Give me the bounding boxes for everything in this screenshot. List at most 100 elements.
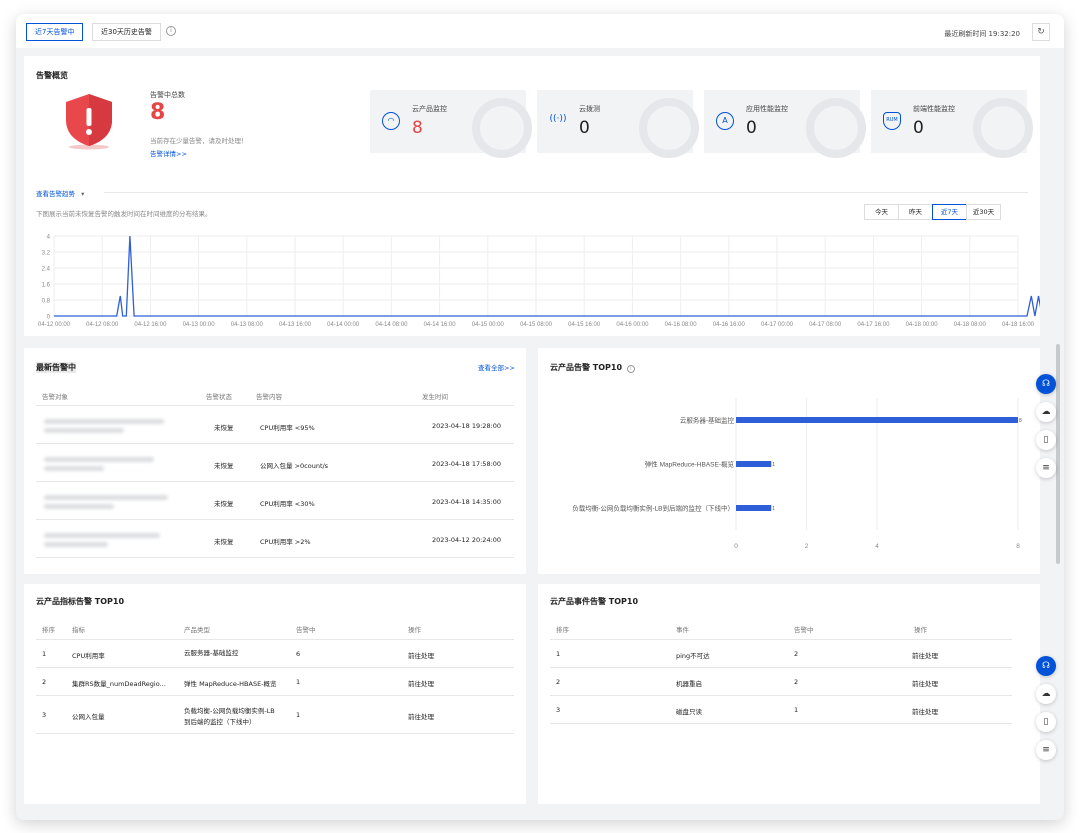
signal-icon: ((·)) [549, 114, 567, 124]
divider [550, 639, 1012, 640]
tab-30days[interactable]: 近30天历史告警 [92, 23, 161, 41]
customer-service-icon[interactable]: ☊ [1036, 656, 1056, 676]
app-window: 近7天告警中 近30天历史告警 i 最近刷新时间 19:32:20 ↻ 告警概览… [16, 14, 1064, 820]
x-tick-label: 0 [734, 543, 738, 550]
top-bar: 近7天告警中 近30天历史告警 i 最近刷新时间 19:32:20 ↻ [16, 14, 1064, 48]
card-value: 0 [746, 118, 757, 138]
y-tick-label: 0.8 [42, 299, 51, 305]
apm-icon: A [716, 112, 734, 130]
tab-7days[interactable]: 近7天告警中 [26, 23, 84, 41]
card-bg-decoration [973, 98, 1033, 158]
range-7days[interactable]: 近7天 [932, 204, 967, 220]
bar[interactable] [736, 461, 772, 467]
product-type: 云服务器-基础监控 [184, 649, 239, 657]
col-header-rank: 排序 [42, 626, 55, 634]
table-row[interactable]: 未恢复 CPU利用率 <30% 2023-04-18 14:35:00 [36, 482, 514, 520]
col-header-status: 告警状态 [206, 393, 232, 401]
x-tick-label: 04-15 16:00 [568, 322, 601, 328]
col-header-action: 操作 [914, 626, 927, 634]
summary-card-apm[interactable]: A 应用性能监控 0 [704, 90, 866, 158]
y-tick-label: 2.4 [42, 267, 51, 273]
x-tick-label: 04-12 00:00 [38, 322, 71, 328]
alarm-time: 2023-04-12 20:24:00 [432, 536, 502, 544]
book-icon[interactable]: ▯ [1036, 712, 1056, 732]
table-row[interactable]: 未恢复 CPU利用率 >2% 2023-04-12 20:24:00 [36, 520, 514, 558]
view-all-link[interactable]: 查看全部>> [478, 364, 515, 372]
rank: 1 [556, 650, 561, 658]
alarm-time: 2023-04-18 19:28:00 [432, 422, 502, 430]
card-value: 0 [913, 118, 924, 138]
go-handle-link[interactable]: 前往处理 [408, 652, 434, 660]
table-row[interactable]: 未恢复 公网入包量 >0count/s 2023-04-18 17:58:00 [36, 444, 514, 482]
bar-category-label: 云服务器-基础监控 [680, 416, 735, 425]
go-handle-link[interactable]: 前往处理 [408, 713, 434, 721]
summary-card-dial-test[interactable]: ((·)) 云拨测 0 [537, 90, 699, 158]
bar[interactable] [736, 505, 772, 511]
alarm-count: 1 [794, 706, 799, 714]
event-name: ping不可达 [676, 652, 710, 660]
latest-alarms-title: 最新告警中 [36, 362, 76, 373]
table-row: 1 ping不可达 2 前往处理 [550, 640, 1012, 668]
product-top10-title-text: 云产品告警 TOP10 [550, 363, 623, 372]
overview-panel: 告警概览 告警中总数 8 当前存在少量告警，请及时处理！ 告警详情>> ◠ 云产… [24, 56, 1040, 336]
x-tick-label: 04-17 08:00 [809, 322, 842, 328]
x-tick-label: 04-17 00:00 [761, 322, 794, 328]
range-yesterday[interactable]: 昨天 [898, 204, 933, 220]
cloud-icon[interactable]: ☁ [1036, 684, 1056, 704]
summary-card-cloud-monitor[interactable]: ◠ 云产品监控 8 [370, 90, 532, 158]
bar-category-label: 弹性 MapReduce-HBASE-概览 [645, 460, 735, 469]
refresh-time: 最近刷新时间 19:32:20 [944, 30, 1020, 38]
col-header-count: 告警中 [794, 626, 814, 634]
x-tick-label: 04-15 00:00 [472, 322, 505, 328]
info-icon[interactable]: i [166, 26, 176, 36]
rank: 2 [42, 678, 47, 686]
list-icon[interactable]: ≡ [1036, 458, 1056, 478]
bar[interactable] [736, 417, 1018, 423]
alarm-status: 未恢复 [214, 500, 234, 508]
blurred-target [44, 495, 168, 500]
alarm-status: 未恢复 [214, 462, 234, 470]
table-row: 2 集群RS数量_numDeadRegio... 弹性 MapReduce-HB… [36, 668, 514, 696]
refresh-button[interactable]: ↻ [1032, 23, 1050, 41]
divider [36, 405, 514, 406]
info-icon[interactable]: i [626, 365, 635, 373]
cloud-icon[interactable]: ☁ [1036, 402, 1056, 422]
rank: 3 [42, 711, 47, 719]
blurred-target [44, 466, 104, 471]
go-handle-link[interactable]: 前往处理 [408, 680, 434, 688]
list-icon[interactable]: ≡ [1036, 740, 1056, 760]
alarm-count: 1 [296, 678, 301, 686]
bar-category-label: 负载均衡-公网负载均衡实例-LB到后端的监控（下线中） [572, 504, 734, 513]
customer-service-icon[interactable]: ☊ [1036, 374, 1056, 394]
go-handle-link[interactable]: 前往处理 [912, 652, 938, 660]
book-icon[interactable]: ▯ [1036, 430, 1056, 450]
alarm-time: 2023-04-18 14:35:00 [432, 498, 502, 506]
summary-card-rum[interactable]: RUM 前端性能监控 0 [871, 90, 1033, 158]
go-handle-link[interactable]: 前往处理 [912, 708, 938, 716]
col-header-action: 操作 [408, 626, 421, 634]
table-row: 3 公网入包量 负载均衡-公网负载均衡实例-LB 到后端的监控（下线中） 1 前… [36, 696, 514, 734]
table-row[interactable]: 未恢复 CPU利用率 <95% 2023-04-18 19:28:00 [36, 406, 514, 444]
product-type: 负载均衡-公网负载均衡实例-LB [184, 707, 275, 715]
product-top10-bar-chart: 0 2 4 8 云服务器-基础监控 8 弹性 MapReduce-HBASE-概览 1 负载均衡… [572, 398, 1022, 550]
range-today[interactable]: 今天 [864, 204, 899, 220]
col-header-time: 发生时间 [422, 393, 448, 401]
go-handle-link[interactable]: 前往处理 [912, 680, 938, 688]
y-tick-label: 3.2 [42, 251, 51, 257]
col-header-content: 告警内容 [256, 393, 282, 401]
x-tick-label: 04-14 16:00 [424, 322, 457, 328]
scrollbar[interactable] [1056, 344, 1060, 564]
divider [36, 695, 514, 696]
alert-detail-link[interactable]: 告警详情>> [150, 150, 187, 158]
range-30days[interactable]: 近30天 [966, 204, 1001, 220]
blurred-target [44, 542, 108, 547]
alert-hint: 当前存在少量告警，请及时处理！ [150, 137, 248, 145]
col-header-product: 产品类型 [184, 626, 210, 634]
trend-toggle[interactable]: 查看告警趋势 ▾ [36, 188, 84, 198]
card-bg-decoration [472, 98, 532, 158]
blurred-target [44, 504, 114, 509]
product-type: 弹性 MapReduce-HBASE-概览 [184, 680, 277, 688]
alarm-content: 公网入包量 >0count/s [260, 462, 329, 470]
total-label: 告警中总数 [150, 91, 185, 99]
event-top10-title: 云产品事件告警 TOP10 [550, 597, 639, 606]
